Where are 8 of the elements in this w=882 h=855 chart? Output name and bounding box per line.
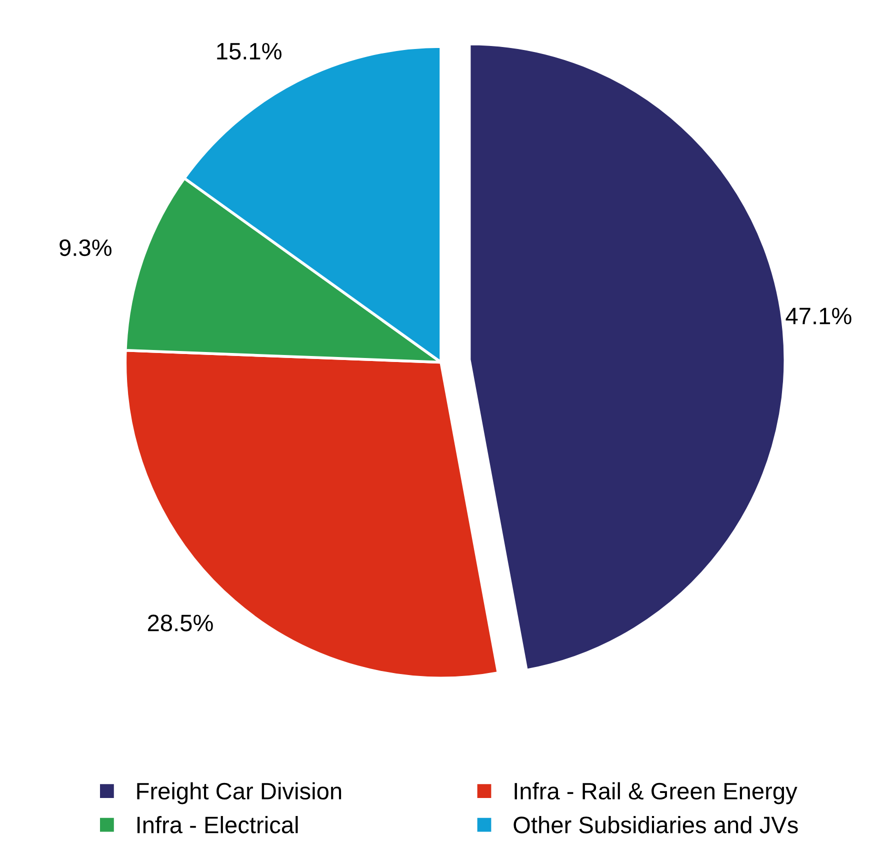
legend-label: Infra - Electrical [137,816,298,834]
legend-label: Infra - Rail & Green Energy [514,782,798,804]
data-label: 15.1% [217,42,282,60]
legend-label: Freight Car Division [137,782,342,804]
data-label: 28.5% [148,614,213,632]
data-label: 47.1% [786,308,852,324]
legend-label: Other Subsidiaries and JVs [514,816,798,834]
data-label: 9.3% [60,239,112,256]
